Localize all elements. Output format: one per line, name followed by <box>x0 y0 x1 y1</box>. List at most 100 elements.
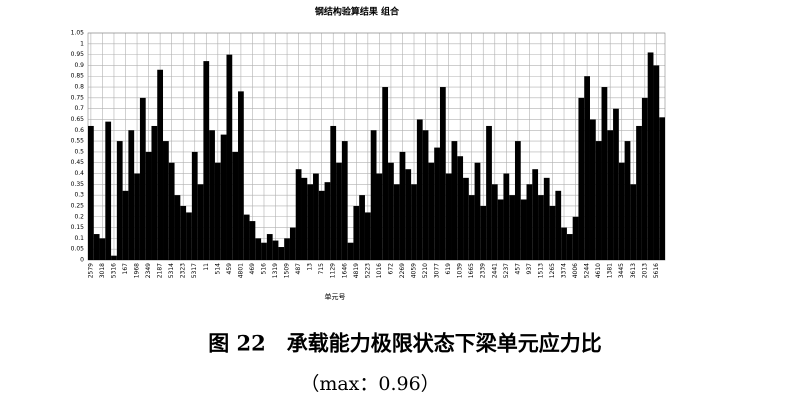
bar <box>214 162 221 260</box>
bar <box>445 173 452 260</box>
bar <box>647 52 654 261</box>
bar <box>428 162 435 260</box>
y-tick-label: 0.35 <box>71 181 85 188</box>
bar <box>266 234 273 260</box>
x-tick-label: 5237 <box>503 263 510 278</box>
bar <box>468 195 475 260</box>
x-tick-label: 4006 <box>572 263 579 278</box>
x-tick-label: 11 <box>203 263 210 271</box>
bar <box>584 76 590 260</box>
x-tick-label: 2441 <box>491 263 498 278</box>
bar <box>284 238 290 260</box>
y-tick-label: 1.05 <box>71 30 85 37</box>
bar <box>307 184 314 260</box>
bar <box>595 141 602 260</box>
bar <box>561 227 567 260</box>
bar <box>376 173 383 260</box>
y-tick-label: 0.4 <box>74 170 84 177</box>
bar <box>232 151 239 260</box>
bar <box>538 195 544 260</box>
x-tick-label: 1016 <box>376 263 383 278</box>
y-tick-label: 0.55 <box>71 138 85 145</box>
x-tick-label: 5244 <box>584 263 591 278</box>
x-tick-label: 3018 <box>99 263 106 278</box>
bar <box>382 87 389 260</box>
bar <box>122 190 129 260</box>
bar <box>134 173 140 260</box>
bar <box>520 199 527 260</box>
bar <box>128 130 135 260</box>
figure-note: （max：0.96） <box>300 373 439 395</box>
bar <box>630 184 637 260</box>
x-axis-label: 单元号 <box>325 292 346 301</box>
bar <box>272 240 279 260</box>
bar <box>249 221 256 260</box>
bar <box>174 195 181 260</box>
bar <box>411 184 417 260</box>
x-tick-label: 672 <box>387 263 394 275</box>
x-tick-label: 4801 <box>237 263 244 278</box>
bar <box>88 125 94 260</box>
x-tick-label: 3374 <box>561 263 568 278</box>
bar <box>93 234 100 260</box>
x-tick-label: 3445 <box>618 263 625 278</box>
y-tick-label: 0.85 <box>71 73 85 80</box>
bar <box>289 227 296 260</box>
x-tick-label: 514 <box>214 263 221 275</box>
x-tick-label: 4819 <box>353 263 360 278</box>
x-tick-label: 937 <box>526 263 533 275</box>
bar <box>353 205 360 260</box>
x-tick-label: 487 <box>295 263 302 275</box>
bar <box>636 125 642 260</box>
bar <box>163 141 169 260</box>
bar <box>439 87 446 260</box>
x-tick-label: 715 <box>318 263 325 275</box>
x-tick-label: 2187 <box>157 263 164 278</box>
bar <box>572 216 579 260</box>
bar <box>641 97 648 260</box>
x-tick-label: 2339 <box>480 263 487 278</box>
x-tick-label: 516 <box>260 263 267 275</box>
bar <box>422 130 429 260</box>
bar <box>330 125 337 260</box>
bar <box>497 199 504 260</box>
bar <box>578 97 585 260</box>
bar <box>624 141 631 260</box>
x-tick-label: 167 <box>122 263 129 275</box>
bar <box>301 177 308 260</box>
bar <box>261 242 267 260</box>
bar <box>416 119 423 260</box>
bar <box>324 182 331 260</box>
bar <box>197 184 204 260</box>
bar <box>589 119 596 260</box>
bar <box>399 151 406 260</box>
bar <box>463 177 469 260</box>
bar <box>359 195 365 260</box>
bar <box>388 162 394 260</box>
y-tick-label: 0.1 <box>74 235 84 242</box>
bar <box>318 190 325 260</box>
y-tick-label: 0.15 <box>71 224 85 231</box>
bar <box>457 156 464 260</box>
bar <box>514 141 521 260</box>
bar <box>370 130 377 260</box>
bar <box>341 141 348 260</box>
bar <box>543 177 550 260</box>
y-tick-label: 0.45 <box>71 159 85 166</box>
figure-caption: 图 22 承载能力极限状态下梁单元应力比 <box>208 331 602 356</box>
bar <box>393 184 400 260</box>
bar <box>480 205 487 260</box>
y-tick-label: 0.75 <box>71 94 85 101</box>
bar <box>653 65 660 260</box>
bar <box>532 169 539 260</box>
bar <box>555 190 562 260</box>
x-tick-label: 2269 <box>399 263 406 278</box>
x-tick-label: 459 <box>226 263 233 275</box>
bar <box>491 184 498 260</box>
y-tick-label: 0.6 <box>74 127 84 134</box>
y-tick-label: 0.7 <box>74 105 84 112</box>
bar <box>180 205 187 260</box>
bar <box>474 162 481 260</box>
x-tick-label: 5316 <box>110 263 117 278</box>
x-tick-label: 1381 <box>607 263 614 278</box>
